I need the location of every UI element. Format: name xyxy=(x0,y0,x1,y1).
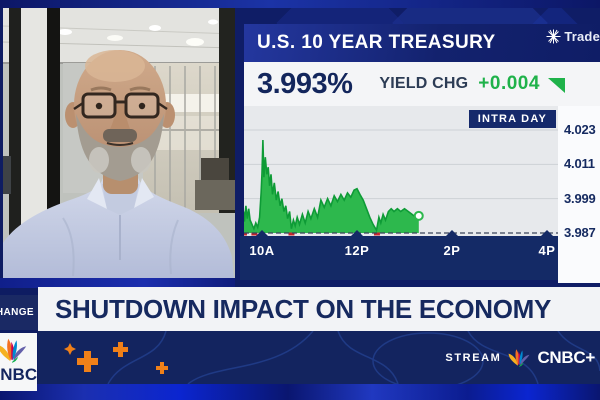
axis-notch xyxy=(256,230,268,236)
bottom-blue-strip xyxy=(0,384,600,400)
stream-label: STREAM xyxy=(445,351,502,364)
lower-ticker-bar: STREAM CNBC+ xyxy=(38,331,600,384)
stream-cnbc-group: STREAM CNBC+ xyxy=(445,331,595,384)
change-direction-flag-icon xyxy=(547,77,565,93)
starburst-icon xyxy=(546,29,561,44)
lower-bar-decorations xyxy=(64,331,600,384)
y-axis-tick-label: 3.999 xyxy=(564,190,596,206)
chart-x-axis-bar: 10A 12P 2P 4P xyxy=(240,230,558,280)
yield-change-value: +0.004 xyxy=(478,73,540,94)
peacock-icon xyxy=(508,348,530,367)
peacock-icon xyxy=(0,337,27,363)
yield-area-chart xyxy=(240,129,558,236)
orange-plus-accents xyxy=(64,342,168,374)
webcam-feed xyxy=(3,8,235,278)
ticker-header: U.S. 10 YEAR TREASURY Trade xyxy=(244,24,600,62)
axis-notch xyxy=(541,230,553,236)
x-axis-tick-label: 4P xyxy=(538,243,556,258)
cnbc-logo-box: CNBC xyxy=(0,333,37,391)
cnbc-plus-wordmark: CNBC+ xyxy=(537,347,595,367)
below-baseline-mark xyxy=(373,232,380,236)
below-baseline-mark xyxy=(288,232,295,236)
yield-change-label: YIELD CHG xyxy=(379,75,469,92)
below-baseline-mark xyxy=(251,232,258,236)
axis-notch xyxy=(351,230,363,236)
x-axis-tick-label: 2P xyxy=(443,243,461,258)
headline-banner: SHUTDOWN IMPACT ON THE ECONOMY xyxy=(38,287,600,331)
intraday-chart-plot: INTRA DAY xyxy=(240,106,558,236)
headline-text: SHUTDOWN IMPACT ON THE ECONOMY xyxy=(55,294,552,324)
last-value-marker xyxy=(413,210,424,221)
webcam-bottom-strip xyxy=(0,278,240,288)
axis-notch xyxy=(446,230,458,236)
x-axis-tick-label: 10A xyxy=(249,243,275,258)
yield-line xyxy=(241,139,420,233)
cnbc-wordmark: CNBC xyxy=(0,365,37,384)
x-axis-tick-label: 12P xyxy=(344,243,370,258)
sponsor-logo: Trade xyxy=(546,29,600,44)
y-axis-tick-label: 4.011 xyxy=(564,156,595,172)
top-blue-strip xyxy=(0,0,600,8)
y-axis-tick-label: 4.023 xyxy=(564,122,596,137)
yield-value: 3.993% xyxy=(257,67,353,100)
yield-area-fill xyxy=(242,140,419,233)
ticker-title: U.S. 10 YEAR TREASURY xyxy=(257,32,496,53)
intraday-badge: INTRA DAY xyxy=(468,110,556,128)
chart-y-axis-labels: 4.023 4.011 3.999 3.987 xyxy=(558,106,600,283)
sponsor-name: Trade xyxy=(564,29,600,44)
show-name-tag: HANGE xyxy=(0,295,38,330)
guest-speaker-illustration xyxy=(3,8,235,278)
yield-stats-row: 3.993% YIELD CHG +0.004 xyxy=(244,62,600,106)
below-baseline-mark xyxy=(240,232,247,236)
y-axis-tick-label: 3.987 xyxy=(564,225,596,240)
